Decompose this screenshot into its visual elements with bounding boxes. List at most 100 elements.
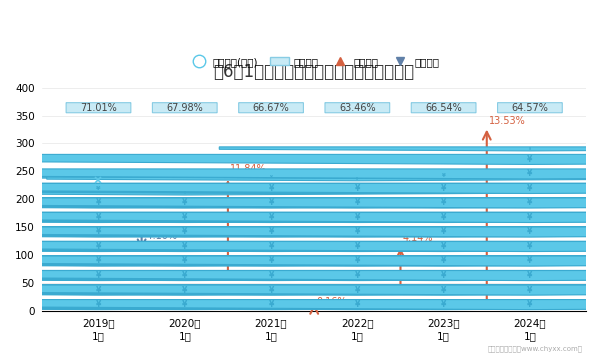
Polygon shape	[0, 198, 601, 208]
Polygon shape	[0, 241, 601, 252]
Text: ¥: ¥	[442, 173, 445, 178]
Text: ¥: ¥	[527, 256, 532, 266]
Polygon shape	[0, 271, 601, 281]
Polygon shape	[0, 299, 601, 310]
Text: 64.57%: 64.57%	[511, 103, 548, 113]
Polygon shape	[0, 198, 601, 208]
Text: ¥: ¥	[182, 198, 188, 208]
Text: ¥: ¥	[96, 227, 101, 236]
Polygon shape	[0, 299, 601, 310]
Polygon shape	[0, 183, 601, 193]
Text: ¥: ¥	[269, 242, 273, 251]
Text: ¥: ¥	[355, 242, 360, 251]
Text: ¥: ¥	[96, 242, 101, 251]
Polygon shape	[0, 172, 601, 179]
Polygon shape	[0, 213, 601, 222]
Polygon shape	[0, 299, 601, 310]
Polygon shape	[0, 285, 601, 295]
Text: ¥: ¥	[355, 271, 360, 280]
Polygon shape	[0, 271, 601, 281]
Polygon shape	[0, 271, 601, 281]
Polygon shape	[0, 213, 601, 222]
Polygon shape	[0, 285, 601, 295]
Text: ¥: ¥	[96, 271, 101, 280]
Polygon shape	[0, 227, 601, 237]
Text: ¥: ¥	[269, 286, 273, 294]
Text: ¥: ¥	[96, 213, 101, 222]
Polygon shape	[0, 241, 601, 252]
Polygon shape	[0, 213, 601, 222]
Polygon shape	[0, 241, 601, 252]
Polygon shape	[0, 227, 601, 237]
Polygon shape	[0, 213, 601, 222]
Polygon shape	[47, 177, 601, 181]
Polygon shape	[0, 256, 601, 266]
Text: ¥: ¥	[269, 213, 273, 222]
Text: ¥: ¥	[182, 286, 188, 294]
Text: ¥: ¥	[269, 198, 273, 208]
Title: 近6年1月深圳市累计原保险保费收入统计图: 近6年1月深圳市累计原保险保费收入统计图	[213, 63, 415, 80]
Polygon shape	[0, 299, 601, 310]
Text: ¥: ¥	[355, 227, 360, 236]
Text: ¥: ¥	[96, 198, 101, 208]
Text: ¥: ¥	[527, 242, 532, 251]
Text: 11.84%: 11.84%	[230, 163, 266, 174]
Polygon shape	[219, 147, 601, 151]
Polygon shape	[0, 183, 601, 193]
Text: ¥: ¥	[182, 227, 188, 236]
FancyBboxPatch shape	[153, 103, 217, 113]
Text: 0.16%: 0.16%	[316, 297, 346, 307]
Text: ¥: ¥	[355, 213, 360, 222]
Polygon shape	[0, 198, 601, 208]
Text: ¥: ¥	[441, 300, 447, 309]
Polygon shape	[0, 256, 601, 266]
Polygon shape	[0, 183, 601, 193]
Text: ¥: ¥	[527, 300, 532, 309]
Text: ¥: ¥	[441, 242, 447, 251]
Polygon shape	[0, 299, 601, 310]
Text: ¥: ¥	[182, 256, 188, 266]
FancyBboxPatch shape	[66, 103, 131, 113]
Text: ¥: ¥	[96, 256, 101, 266]
Polygon shape	[0, 299, 601, 310]
Polygon shape	[0, 198, 601, 208]
Polygon shape	[0, 169, 601, 179]
Text: ¥: ¥	[96, 286, 101, 294]
Text: ¥: ¥	[441, 213, 447, 222]
Text: ¥: ¥	[355, 198, 360, 208]
Text: -4.10%: -4.10%	[144, 231, 177, 241]
Polygon shape	[0, 271, 601, 281]
Text: ¥: ¥	[270, 174, 272, 179]
Polygon shape	[0, 198, 601, 208]
Text: ¥: ¥	[441, 256, 447, 266]
Polygon shape	[0, 285, 601, 295]
FancyBboxPatch shape	[325, 103, 389, 113]
Text: ¥: ¥	[356, 177, 358, 181]
Text: ¥: ¥	[355, 256, 360, 266]
Text: ¥: ¥	[441, 184, 447, 193]
Polygon shape	[0, 256, 601, 266]
Text: ¥: ¥	[527, 286, 532, 294]
Text: ¥: ¥	[182, 300, 188, 309]
Legend: 累计保费(亿元), 寿险占比, 同比增加, 同比减少: 累计保费(亿元), 寿险占比, 同比增加, 同比减少	[185, 53, 443, 71]
Text: ¥: ¥	[527, 271, 532, 280]
Polygon shape	[0, 256, 601, 266]
Polygon shape	[0, 227, 601, 237]
Polygon shape	[0, 271, 601, 281]
Text: ¥: ¥	[441, 198, 447, 208]
Text: 71.01%: 71.01%	[80, 103, 117, 113]
Polygon shape	[0, 227, 601, 237]
Polygon shape	[0, 213, 601, 222]
Text: 66.67%: 66.67%	[252, 103, 290, 113]
Polygon shape	[0, 241, 601, 252]
Text: ¥: ¥	[527, 213, 532, 222]
Polygon shape	[0, 191, 495, 195]
Text: ¥: ¥	[269, 256, 273, 266]
Polygon shape	[0, 256, 601, 266]
Text: ¥: ¥	[182, 242, 188, 251]
Text: ¥: ¥	[96, 187, 101, 192]
Polygon shape	[0, 256, 601, 266]
Polygon shape	[0, 185, 601, 193]
Text: ¥: ¥	[441, 286, 447, 294]
FancyBboxPatch shape	[498, 103, 563, 113]
